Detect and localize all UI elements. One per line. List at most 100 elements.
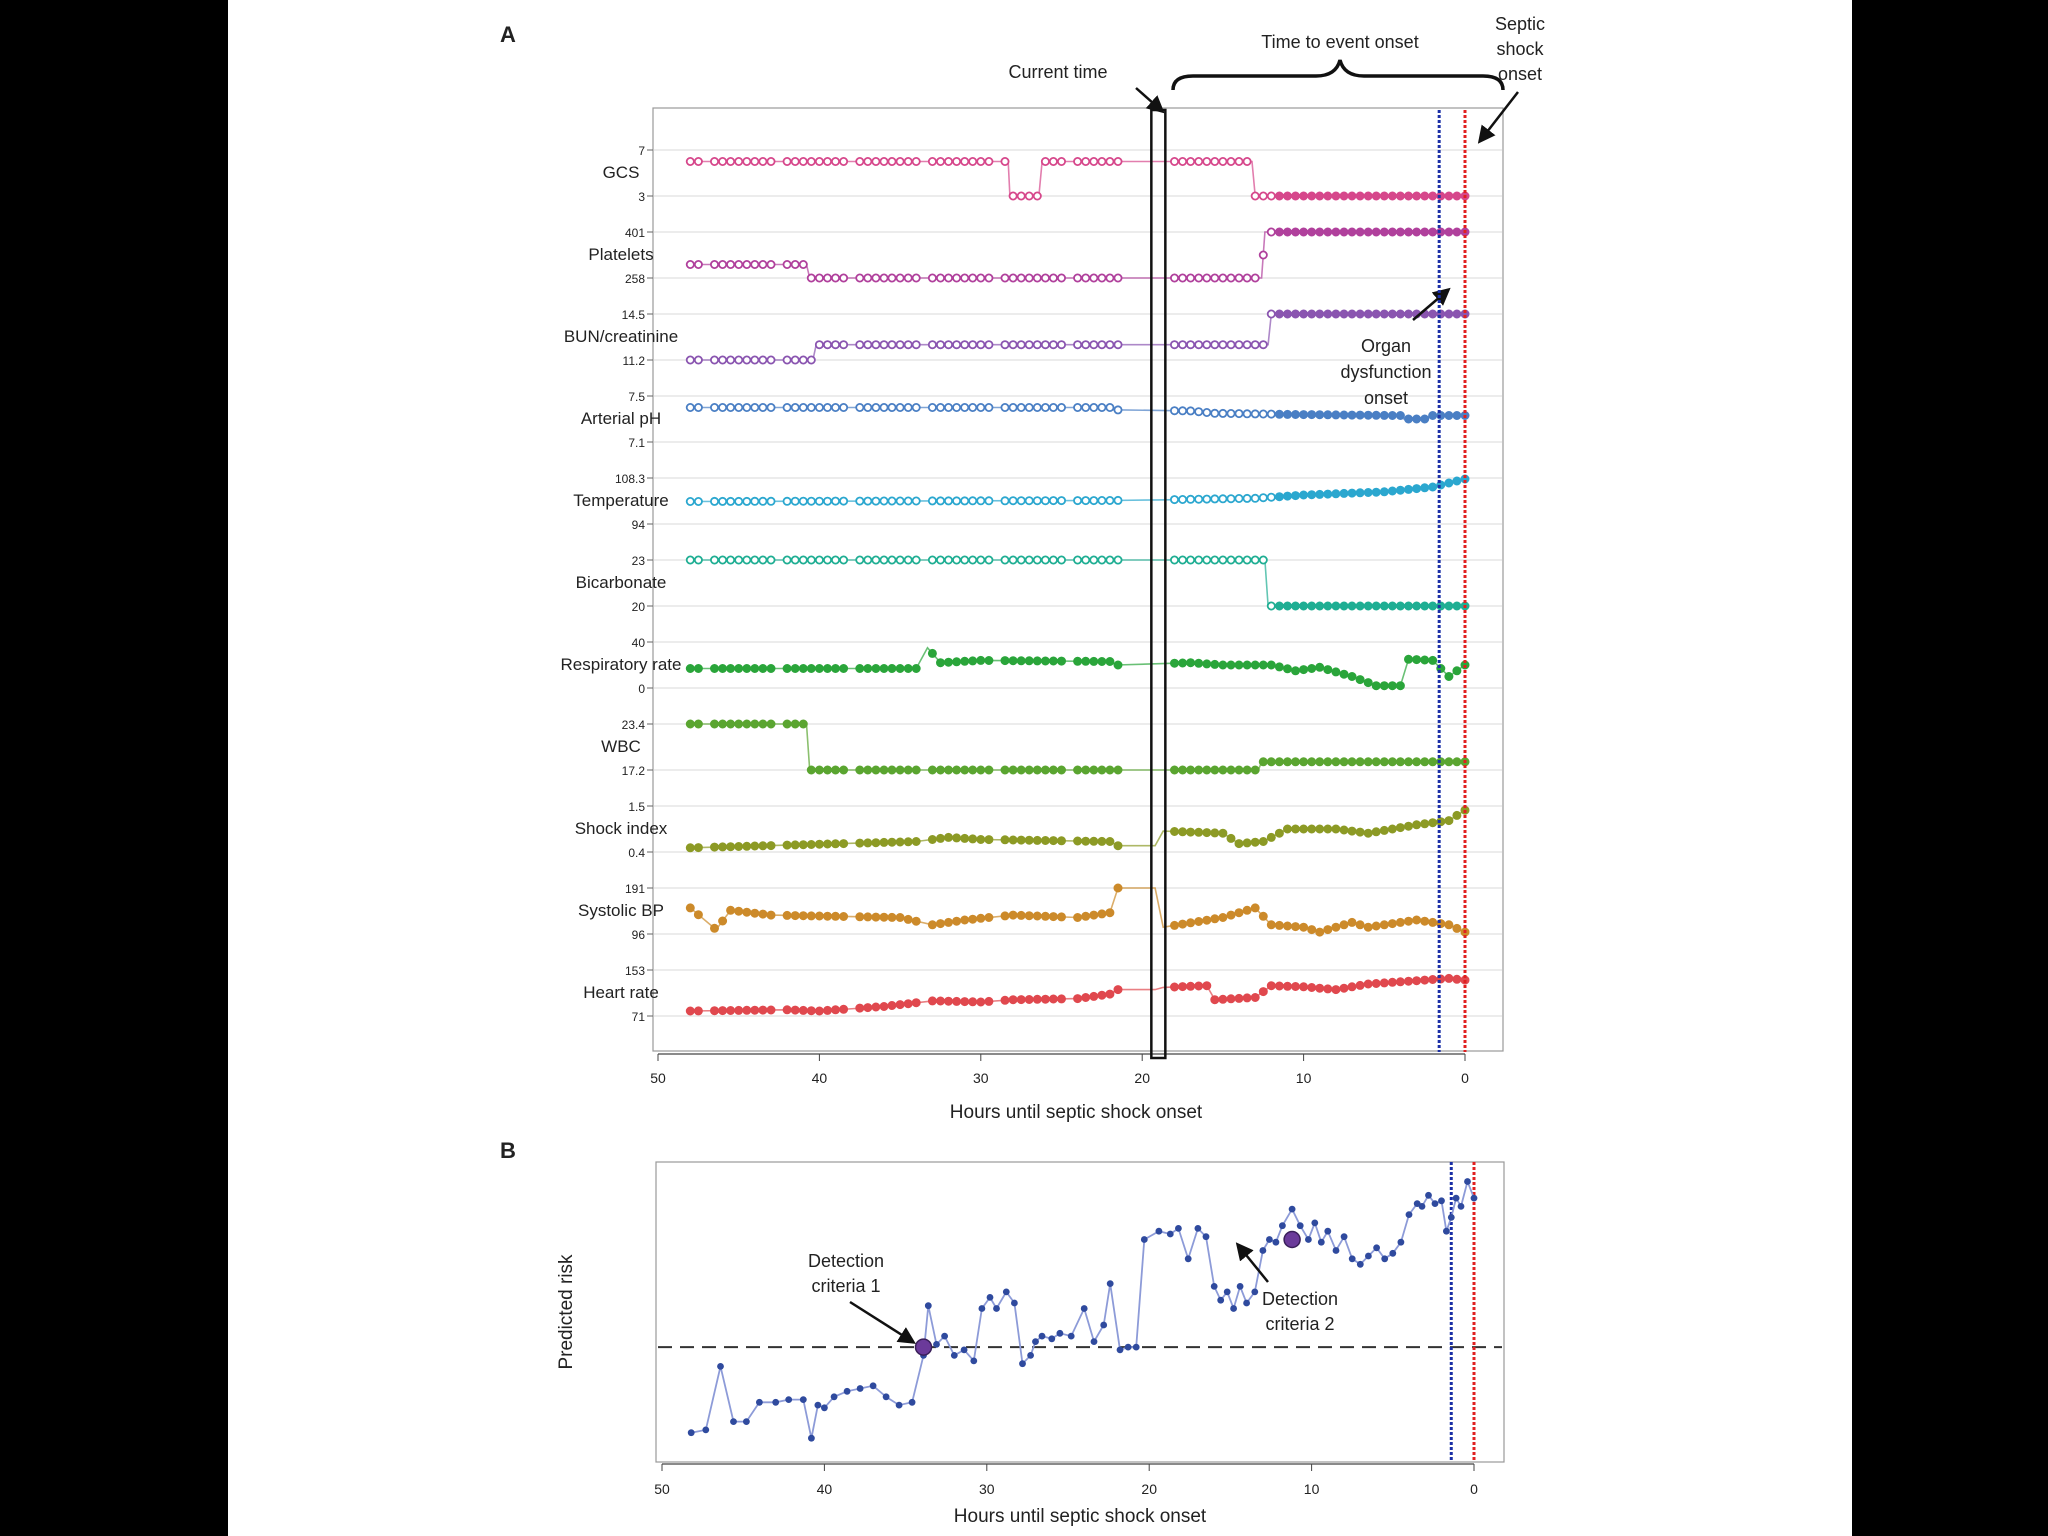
wbc-point: [1250, 765, 1260, 775]
predicted-risk-point: [1251, 1288, 1259, 1296]
wbc-point: [911, 765, 921, 775]
shock-index-point: [1250, 837, 1260, 847]
bun-creatinine-point: [839, 340, 849, 350]
systolic-bp-point: [1355, 920, 1365, 930]
bun-creatinine-tick-bottom: 11.2: [623, 354, 646, 368]
heart-rate-point: [766, 1005, 776, 1015]
bun-creatinine-point: [879, 340, 889, 350]
bun-creatinine-point: [911, 340, 921, 350]
arterial-ph-point: [734, 402, 744, 412]
gcs-point: [831, 156, 841, 166]
bun-creatinine-point: [685, 355, 695, 365]
bun-creatinine-point: [1234, 340, 1244, 350]
systolic-bp-point: [1073, 913, 1083, 923]
wbc-point: [1444, 757, 1454, 767]
temperature-point: [1444, 478, 1454, 488]
wbc-point: [1274, 757, 1284, 767]
respiratory-rate-point: [1226, 660, 1236, 670]
wbc-point: [1226, 765, 1236, 775]
predicted-risk-point: [1418, 1203, 1426, 1210]
gcs-point: [927, 156, 937, 166]
gcs-point: [1218, 156, 1228, 166]
wbc-point: [1081, 765, 1091, 775]
heart-rate-point: [1178, 982, 1188, 992]
heart-rate-point: [960, 997, 970, 1007]
wbc-point: [1323, 757, 1333, 767]
shock-index-point: [1436, 817, 1446, 827]
platelets-tick-top: 401: [625, 226, 645, 240]
bicarbonate-point: [871, 555, 881, 565]
wbc-point: [887, 765, 897, 775]
predicted-risk-point: [1332, 1247, 1340, 1254]
wbc-point: [1105, 765, 1115, 775]
platelets-point: [1339, 227, 1349, 237]
bicarbonate-point: [758, 555, 768, 565]
shock-index-point: [758, 841, 768, 851]
bicarbonate-point: [1274, 601, 1284, 611]
respiratory-rate-point: [1444, 672, 1454, 682]
arterial-ph-point: [887, 402, 897, 412]
respiratory-rate-point: [1420, 655, 1430, 665]
bicarbonate-point: [831, 555, 841, 565]
predicted-risk-point: [933, 1341, 940, 1348]
shock-index-point: [823, 839, 833, 849]
arterial-ph-point: [1016, 402, 1026, 412]
bun-creatinine-point: [1170, 340, 1180, 350]
respiratory-rate-point: [693, 664, 703, 674]
bun-creatinine-point: [1299, 309, 1309, 319]
wbc-point: [685, 719, 695, 729]
predicted-risk-point: [869, 1382, 877, 1390]
systolic-bp-point: [863, 912, 873, 922]
temperature-point: [1315, 489, 1325, 499]
temperature-point: [1266, 492, 1276, 502]
shock-index-point: [1113, 841, 1123, 851]
gcs-point: [1379, 191, 1389, 201]
organ-dysfunction-line-2: dysfunction: [1340, 362, 1431, 382]
gcs-point: [1258, 191, 1268, 201]
wbc-point: [1331, 757, 1341, 767]
shock-index-point: [1089, 836, 1099, 846]
respiratory-rate-point: [944, 657, 954, 667]
bicarbonate-point: [1008, 555, 1018, 565]
bun-creatinine-point: [1379, 309, 1389, 319]
gcs-point: [968, 156, 978, 166]
gcs-point: [1363, 191, 1373, 201]
heart-rate-point: [1412, 976, 1422, 986]
predicted-risk-series: [687, 1178, 1478, 1442]
wbc-point: [952, 765, 962, 775]
platelets-point: [863, 273, 873, 283]
shock-index-point: [1218, 828, 1228, 838]
shock-index-point: [927, 835, 937, 845]
gcs-point: [903, 156, 913, 166]
predicted-risk-point: [1019, 1360, 1026, 1368]
bun-creatinine-point: [693, 355, 703, 365]
predicted-risk-point: [1124, 1343, 1132, 1351]
respiratory-rate-point: [798, 664, 808, 674]
wbc-point: [879, 765, 889, 775]
wbc-point: [1371, 757, 1381, 767]
bun-creatinine-point: [1363, 309, 1373, 319]
predicted-risk-point: [1356, 1260, 1364, 1268]
gcs-point: [814, 156, 824, 166]
wbc-point: [855, 765, 865, 775]
bun-creatinine-point: [1323, 309, 1333, 319]
arterial-ph-point: [1210, 408, 1220, 418]
heart-rate-point: [1428, 975, 1438, 985]
gcs-point: [936, 156, 946, 166]
predicted-risk-point: [1067, 1332, 1075, 1340]
systolic-bp-point: [693, 910, 703, 920]
shock-index-point: [1097, 836, 1107, 846]
temperature-point: [1000, 496, 1010, 506]
predicted-risk-point: [830, 1393, 838, 1401]
systolic-bp-point: [685, 903, 695, 913]
respiratory-rate-point: [1404, 654, 1414, 664]
temperature-point: [726, 496, 736, 506]
wbc-point: [750, 719, 760, 729]
wbc-point: [927, 765, 937, 775]
wbc-point: [726, 719, 736, 729]
heart-rate-point: [1420, 975, 1430, 985]
temperature-point: [831, 496, 841, 506]
predicted-risk-point: [1217, 1296, 1225, 1304]
heart-rate-point: [1242, 993, 1252, 1003]
temperature-point: [718, 496, 728, 506]
